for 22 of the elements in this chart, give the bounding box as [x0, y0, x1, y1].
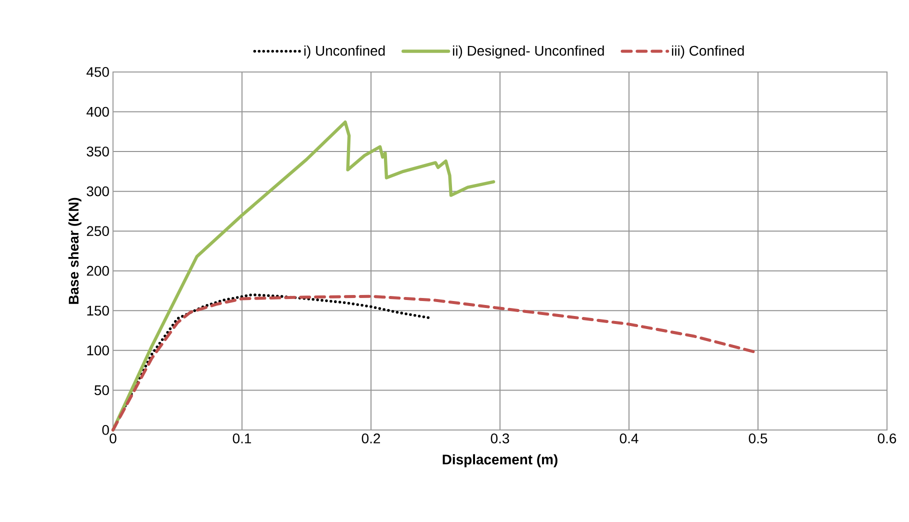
- x-tick-label: 0.3: [490, 433, 510, 444]
- y-tick-label: 0: [102, 425, 109, 435]
- legend-label: i) Unconfined: [304, 45, 385, 58]
- x-tick-label: 0.1: [232, 433, 252, 444]
- x-tick-label: 0: [110, 433, 116, 444]
- x-tick-label: 0.6: [878, 433, 896, 444]
- x-tick-label: 0.4: [620, 433, 638, 444]
- y-tick-label: 350: [86, 146, 109, 156]
- y-tick-label: 400: [86, 106, 109, 117]
- y-axis-title: Base shear (KN): [68, 198, 82, 304]
- y-tick-label: 150: [87, 306, 109, 316]
- y-tick-label: 50: [94, 385, 109, 396]
- x-tick-label: 0.5: [748, 433, 768, 444]
- y-tick-label: 100: [87, 345, 109, 356]
- x-axis-title: Displacement (m): [442, 454, 558, 468]
- y-tick-label: 250: [86, 226, 109, 236]
- y-tick-label: 300: [86, 186, 109, 196]
- legend-label: ii) Designed- Unconfined: [453, 45, 604, 58]
- legend-label: iii) Confined: [672, 45, 744, 58]
- x-tick-label: 0.2: [362, 433, 380, 444]
- y-tick-label: 200: [86, 266, 109, 276]
- y-tick-label: 450: [86, 67, 109, 77]
